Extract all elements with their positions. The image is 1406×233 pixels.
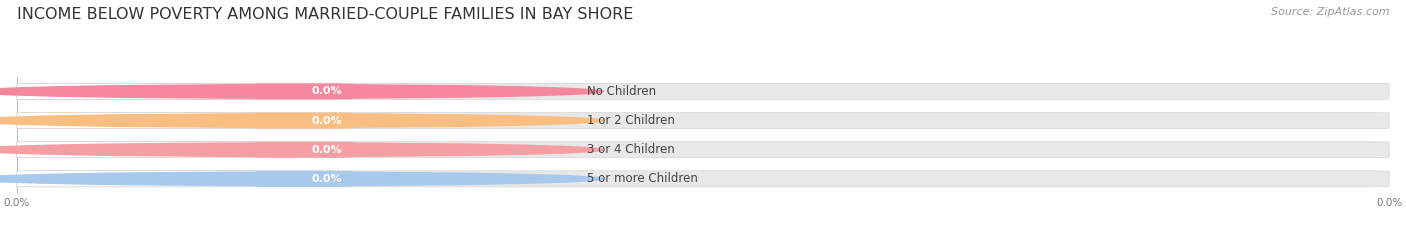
Text: 0.0%: 0.0% xyxy=(312,174,342,184)
FancyBboxPatch shape xyxy=(17,83,353,99)
Text: 0.0%: 0.0% xyxy=(312,145,342,155)
FancyBboxPatch shape xyxy=(17,113,1389,129)
FancyBboxPatch shape xyxy=(17,83,1389,99)
Circle shape xyxy=(0,143,603,156)
Text: 1 or 2 Children: 1 or 2 Children xyxy=(588,114,675,127)
FancyBboxPatch shape xyxy=(17,171,1389,187)
Text: 0.0%: 0.0% xyxy=(312,86,342,96)
FancyBboxPatch shape xyxy=(17,142,1389,158)
FancyBboxPatch shape xyxy=(17,171,353,187)
Text: No Children: No Children xyxy=(588,85,657,98)
Circle shape xyxy=(0,172,603,185)
FancyBboxPatch shape xyxy=(17,142,353,158)
Circle shape xyxy=(0,114,603,127)
Text: 0.0%: 0.0% xyxy=(312,116,342,126)
FancyBboxPatch shape xyxy=(17,142,257,158)
FancyBboxPatch shape xyxy=(17,171,257,187)
FancyBboxPatch shape xyxy=(17,113,353,129)
FancyBboxPatch shape xyxy=(17,83,257,99)
FancyBboxPatch shape xyxy=(17,113,257,129)
Text: 3 or 4 Children: 3 or 4 Children xyxy=(588,143,675,156)
Text: 5 or more Children: 5 or more Children xyxy=(588,172,699,185)
Text: INCOME BELOW POVERTY AMONG MARRIED-COUPLE FAMILIES IN BAY SHORE: INCOME BELOW POVERTY AMONG MARRIED-COUPL… xyxy=(17,7,633,22)
Circle shape xyxy=(0,85,603,98)
Text: Source: ZipAtlas.com: Source: ZipAtlas.com xyxy=(1271,7,1389,17)
